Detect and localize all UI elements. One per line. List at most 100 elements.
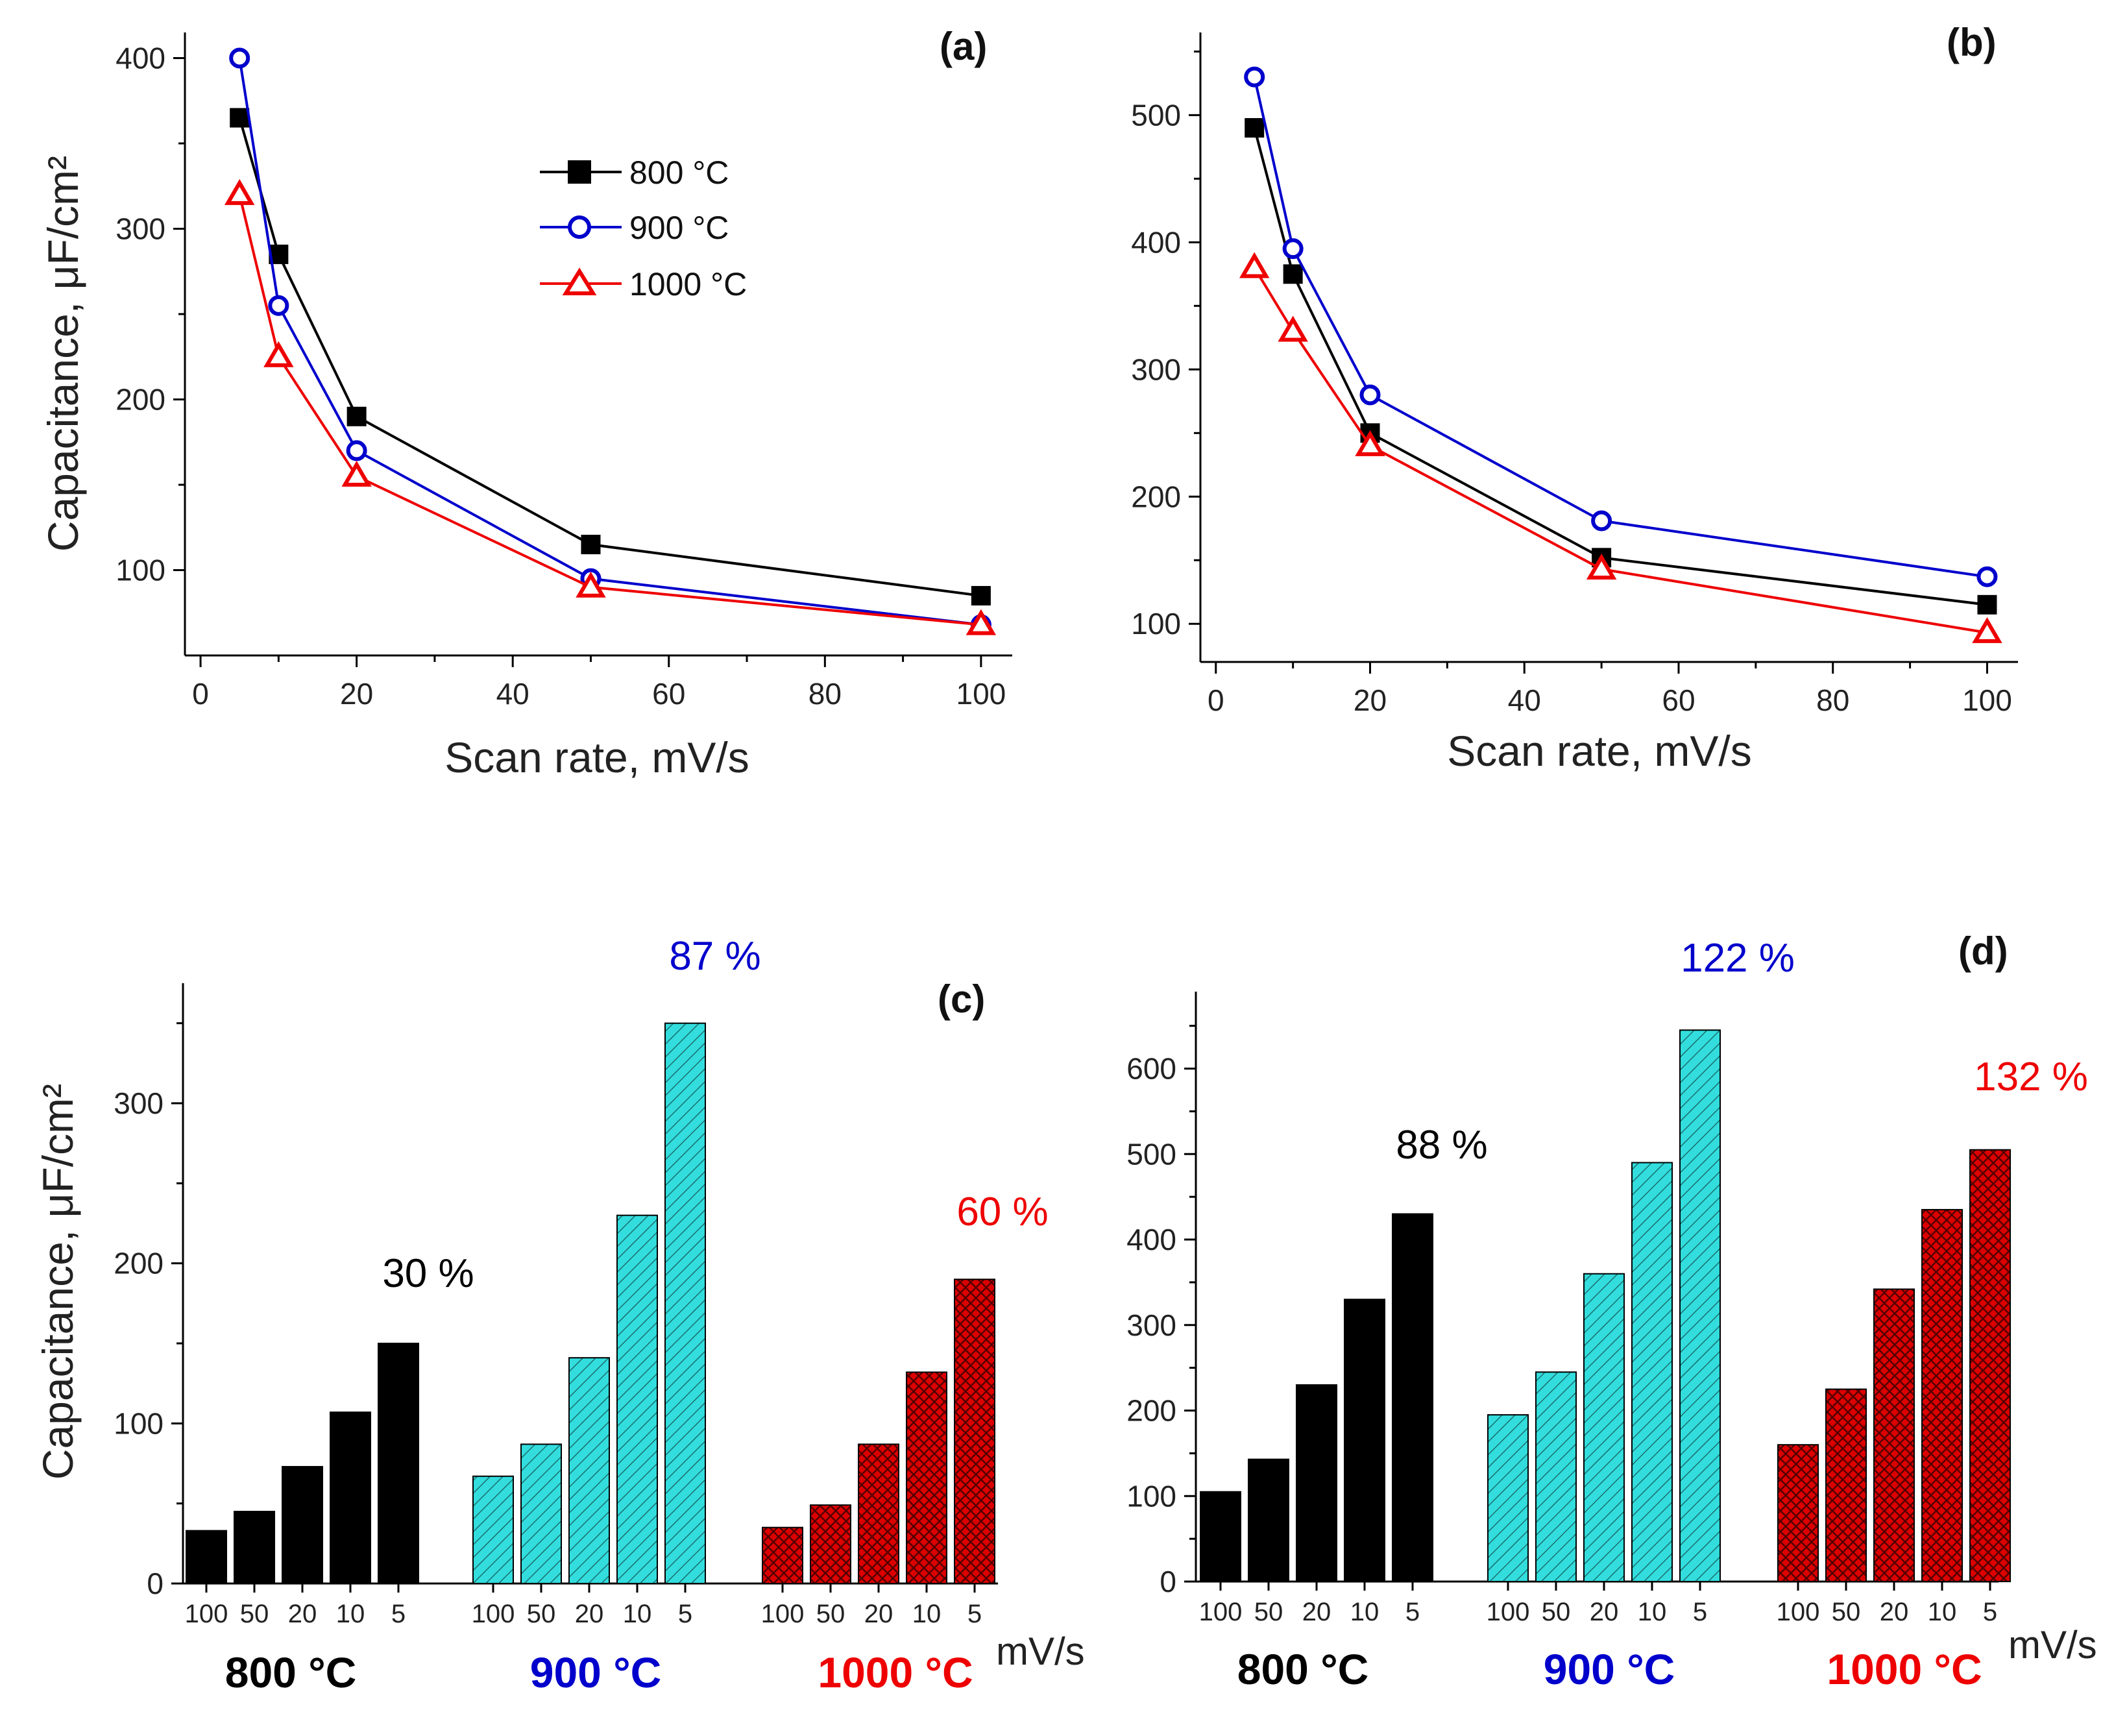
y-tick-label: 0 [147, 1567, 164, 1600]
bar-tick-label: 20 [864, 1600, 893, 1628]
x-tick-label: 80 [808, 677, 842, 711]
x-tick-label: 100 [1962, 683, 2012, 717]
x-tick-label: 20 [1354, 683, 1387, 717]
panel-c-y-axis-title: Capacitance, μF/cm² [34, 1084, 82, 1480]
data-point-triangle [576, 571, 606, 598]
data-point-triangle [1278, 315, 1308, 342]
y-tick-label: 100 [1131, 607, 1181, 641]
bar-tick-label: 5 [1693, 1598, 1707, 1626]
group-label-900: 900 °C [1544, 1645, 1675, 1693]
percent-label-900: 87 % [669, 934, 760, 979]
bar-800 [234, 1511, 275, 1584]
bar-tick-label: 100 [472, 1600, 515, 1628]
data-point-triangle [341, 460, 372, 487]
bar-tick-label: 5 [967, 1600, 982, 1628]
bar-tick-label: 10 [623, 1600, 652, 1628]
panel-d-axes: 0 100 200 300 400 500 600 100 50 20 10 5 88 % 800 °C 1… [1126, 936, 2088, 1693]
bar-tick-label: 100 [1487, 1598, 1530, 1626]
y-tick-label: 400 [1131, 225, 1181, 259]
bar-1000 [1969, 1149, 2011, 1582]
panel-c-unit-label: mV/s [996, 1630, 1085, 1673]
panel-b: 0 20 40 60 80 100 100 200 300 400 500 (b) Scan rat… [1131, 21, 2018, 775]
y-tick-label: 600 [1126, 1052, 1176, 1086]
data-point-square [1283, 264, 1303, 284]
series-line-900 [238, 58, 982, 626]
legend-label-1000: 1000 °C [629, 266, 747, 302]
data-point-triangle [224, 178, 255, 205]
data-point-square [230, 108, 250, 128]
data-point-circle [346, 440, 367, 461]
panel-a-legend: 800 °C 900 °C 1000 °C [540, 154, 747, 302]
bar-900 [1679, 1029, 1721, 1582]
bar-tick-label: 100 [185, 1600, 228, 1628]
legend-item-800: 800 °C [540, 154, 729, 191]
legend-item-900: 900 °C [540, 210, 729, 246]
y-tick-label: 100 [1126, 1479, 1176, 1513]
bar-1000 [1873, 1288, 1915, 1582]
bar-1000 [858, 1443, 899, 1584]
percent-label-1000: 60 % [956, 1190, 1048, 1234]
panel-a-x-axis-title: Scan rate, mV/s [444, 733, 749, 781]
data-point-circle [229, 47, 250, 69]
group-label-800: 800 °C [225, 1648, 357, 1696]
y-tick-label: 300 [114, 1086, 164, 1120]
data-point-square [346, 406, 367, 426]
bar-900 [1487, 1414, 1529, 1582]
y-tick-label: 100 [115, 553, 165, 587]
data-point-circle [1359, 384, 1381, 406]
legend-circle-marker [568, 215, 591, 239]
series-line-900 [1253, 77, 1987, 578]
group-label-900: 900 °C [530, 1648, 662, 1696]
y-tick-label: 200 [115, 382, 165, 416]
data-point-circle [268, 295, 289, 316]
data-point-triangle [1972, 617, 2002, 643]
bar-tick-label: 20 [1302, 1598, 1331, 1626]
group-label-800: 800 °C [1237, 1645, 1369, 1693]
bar-900 [616, 1214, 658, 1584]
data-point-circle [1282, 238, 1304, 260]
panel-d: 0 100 200 300 400 500 600 100 50 20 10 5 88 % 800 °C 1… [1126, 929, 2097, 1693]
y-tick-label: 200 [1126, 1394, 1176, 1428]
bar-tick-label: 100 [761, 1600, 805, 1628]
group-label-1000: 1000 °C [818, 1648, 973, 1696]
y-tick-label: 200 [1131, 480, 1181, 513]
bar-1000 [1825, 1388, 1867, 1582]
panel-a: 0 20 40 60 80 100 100 200 300 400 (a) Scan rate, … [39, 25, 1012, 781]
percent-label-800: 30 % [382, 1251, 474, 1296]
bar-tick-label: 20 [1880, 1598, 1909, 1626]
bar-800 [186, 1530, 227, 1585]
panel-b-axes: 0 20 40 60 80 100 100 200 300 400 500 [1131, 32, 2018, 717]
bar-tick-label: 50 [816, 1600, 845, 1628]
bar-1000 [810, 1504, 851, 1584]
y-tick-label: 100 [114, 1406, 164, 1440]
data-point-square [581, 535, 601, 555]
bar-tick-label: 5 [678, 1600, 692, 1628]
x-tick-label: 0 [192, 677, 209, 711]
panel-a-axes: 0 20 40 60 80 100 100 200 300 400 [115, 32, 1012, 711]
y-tick-label: 300 [1131, 352, 1181, 386]
x-tick-label: 20 [340, 677, 373, 711]
bar-tick-label: 5 [1405, 1598, 1420, 1626]
bar-tick-label: 10 [1638, 1598, 1667, 1626]
data-point-square [1977, 594, 1997, 615]
bar-1000 [762, 1526, 803, 1585]
bar-tick-label: 50 [1832, 1598, 1861, 1626]
x-tick-label: 80 [1816, 683, 1849, 717]
bar-tick-label: 100 [1199, 1598, 1243, 1626]
y-tick-label: 300 [115, 212, 165, 245]
bar-800 [282, 1465, 323, 1585]
group-label-1000: 1000 °C [1827, 1645, 1982, 1693]
bar-tick-label: 10 [1350, 1598, 1380, 1626]
data-point-circle [1244, 66, 1265, 88]
data-point-square [1245, 117, 1265, 138]
legend-square-marker [568, 160, 591, 184]
bar-900 [664, 1022, 706, 1584]
y-tick-label: 400 [115, 41, 165, 75]
percent-label-1000: 132 % [1974, 1055, 2088, 1099]
panel-c: 0 100 200 300 100 50 20 10 5 30 % 800 °C 100 50 20 10 5… [34, 934, 1085, 1696]
y-tick-label: 500 [1131, 98, 1181, 132]
percent-label-900: 122 % [1681, 936, 1795, 981]
data-point-circle [1591, 510, 1612, 532]
bar-1000 [1921, 1208, 1963, 1583]
